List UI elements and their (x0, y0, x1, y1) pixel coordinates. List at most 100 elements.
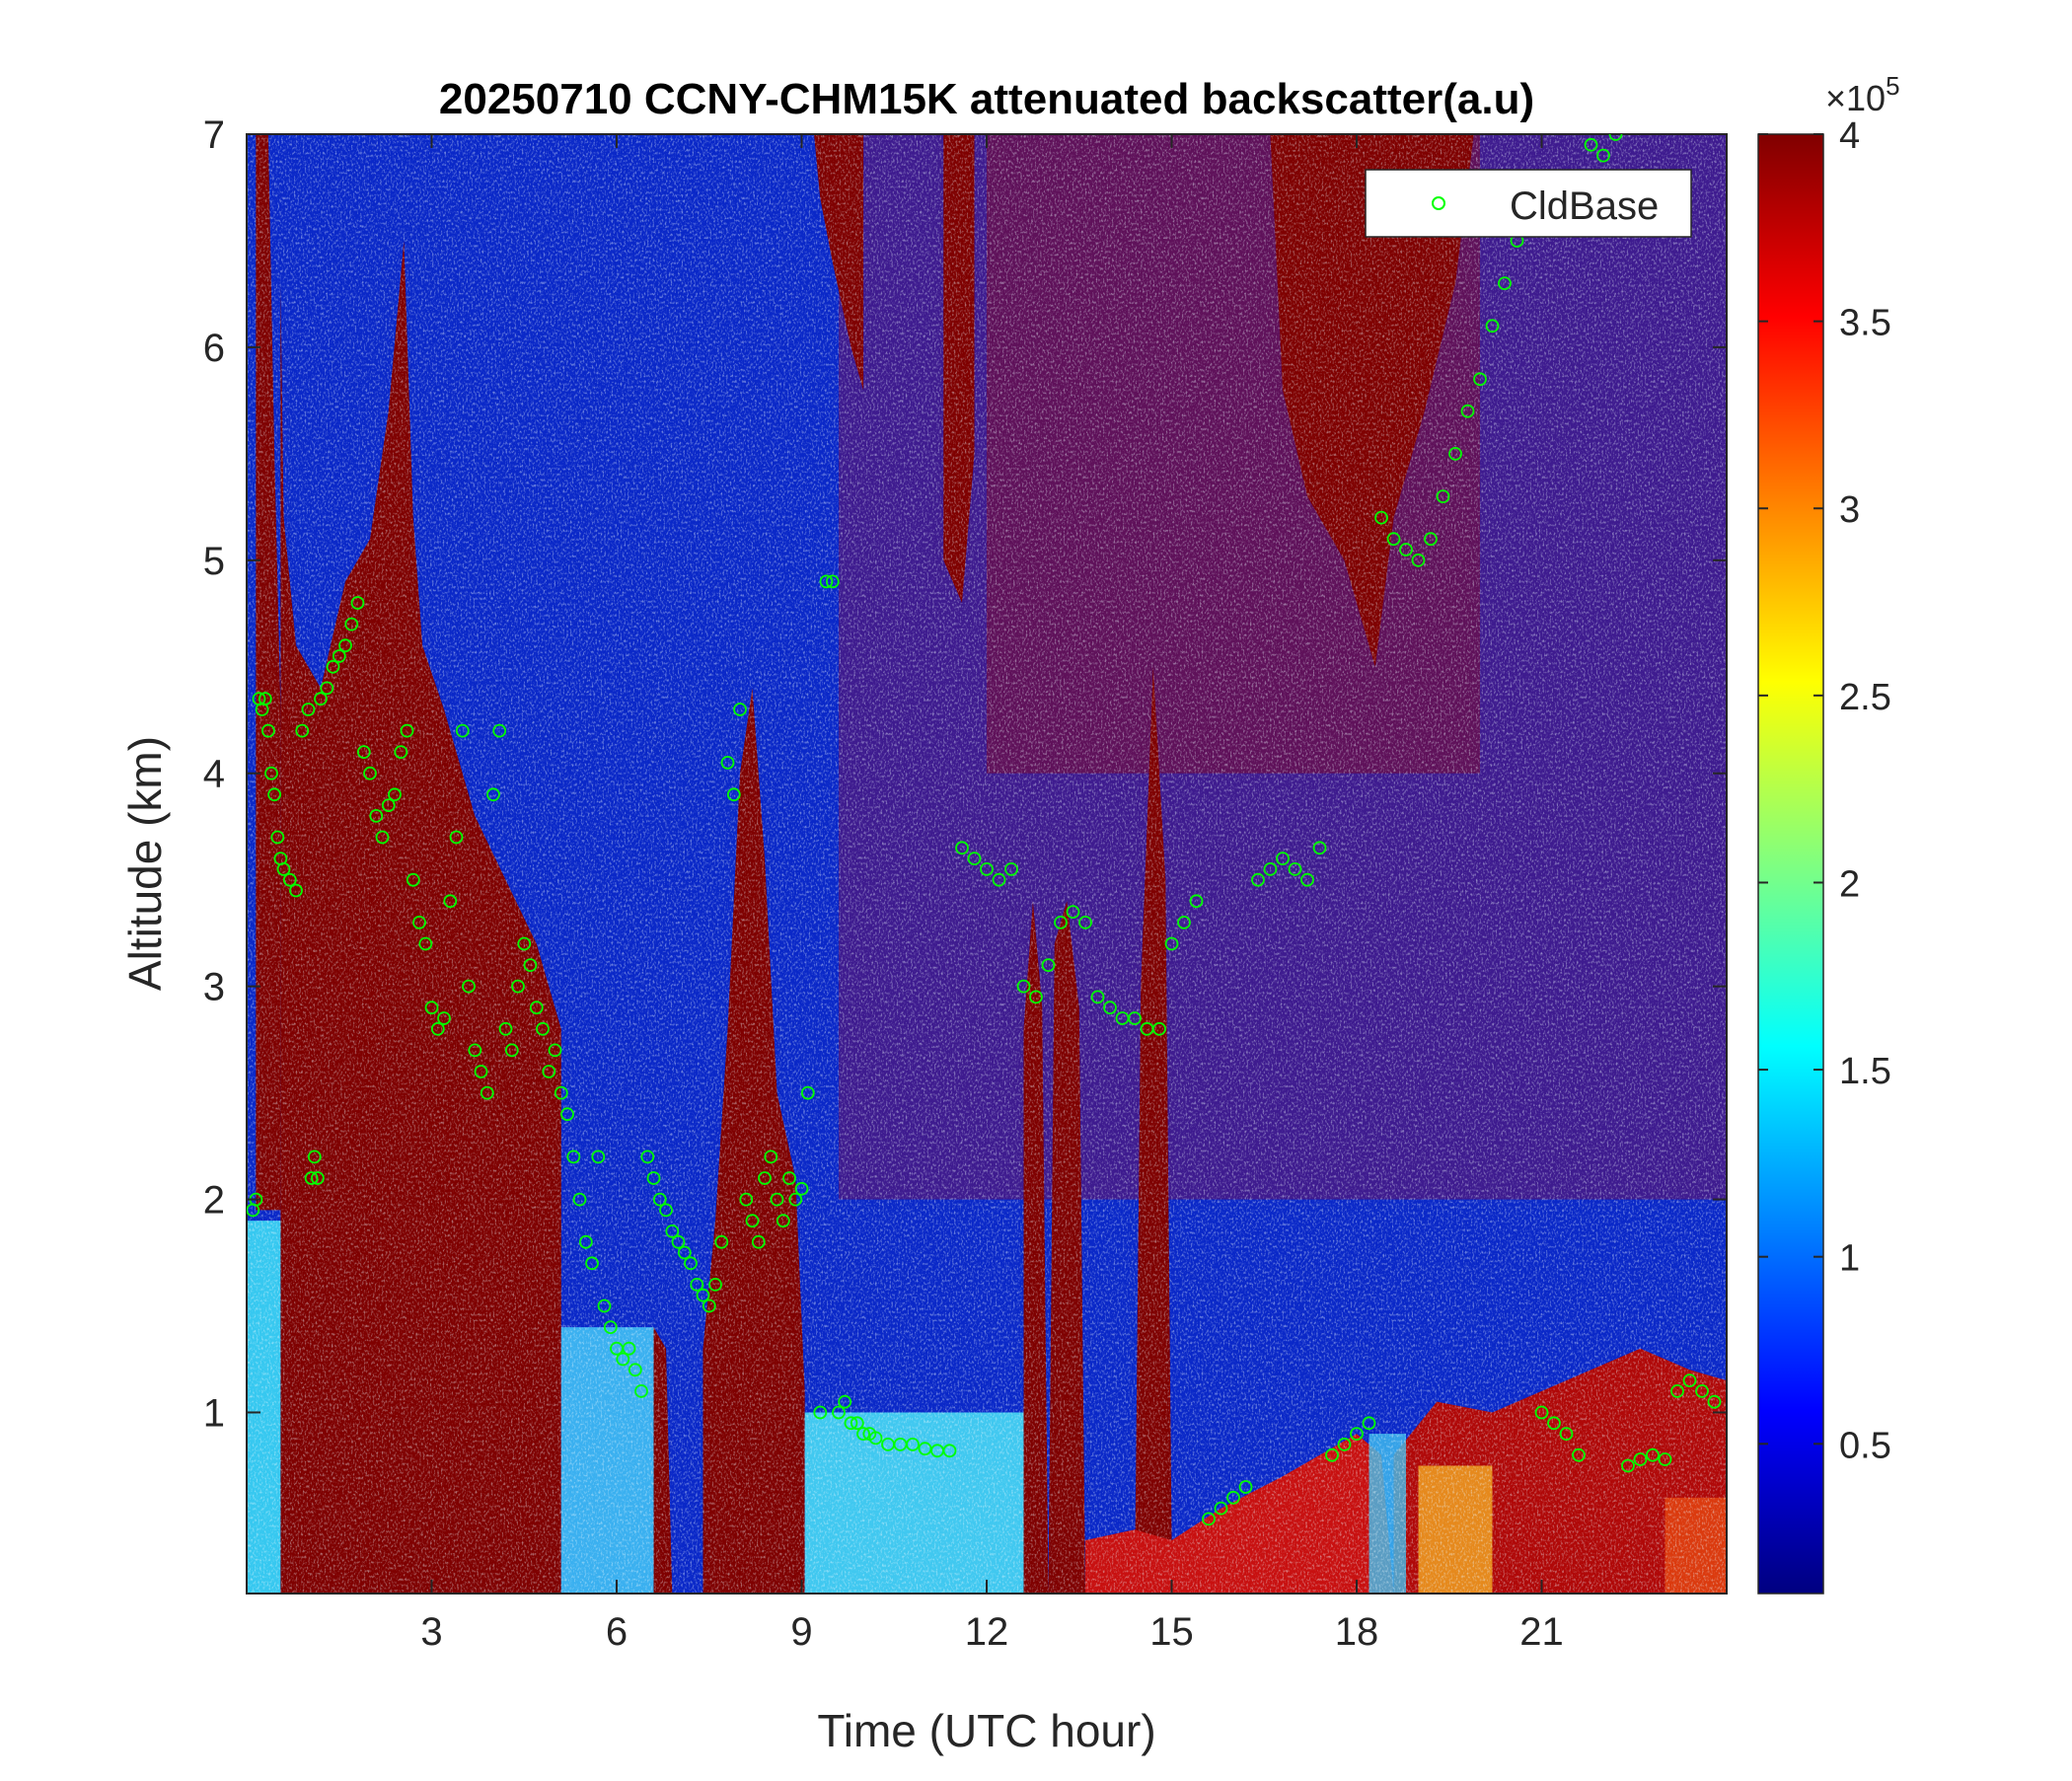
cloud-base-marker (572, 1192, 587, 1207)
cloud-base-marker (782, 1171, 796, 1185)
cloud-base-marker (1128, 1011, 1142, 1025)
cloud-base-marker (375, 830, 390, 845)
cloud-base-marker (819, 574, 834, 589)
cloud-base-marker (486, 787, 500, 802)
cloud-base-marker (468, 1043, 482, 1058)
cloud-base-marker (363, 766, 377, 780)
cloud-base-marker (684, 1256, 698, 1271)
cloud-base-marker (1695, 1384, 1709, 1398)
legend: CldBase (1365, 169, 1692, 238)
colorbar-multiplier: ×105 (1825, 71, 1900, 118)
cloud-base-marker (955, 841, 969, 855)
cloud-base-marker (1288, 862, 1302, 876)
cloud-base-marker (1485, 319, 1500, 334)
cloud-base-marker (258, 692, 272, 706)
cloud-base-marker (566, 1150, 581, 1164)
cloud-base-marker (677, 1245, 692, 1260)
colorbar-ticks: 0.5 1 1.5 2 2.5 3 3.5 4 (1758, 115, 1891, 1466)
cloud-base-marker (1276, 852, 1290, 865)
colorbar-tick-label: 4 (1839, 115, 1860, 157)
cloud-base-marker (267, 787, 282, 802)
cloud-base-marker (1473, 372, 1487, 387)
x-tick-label: 6 (606, 1610, 628, 1654)
cloud-base-marker (838, 1394, 852, 1409)
colorbar-multiplier-prefix: ×10 (1825, 78, 1886, 118)
cloud-base-marker (1251, 872, 1265, 887)
cloud-base-marker (1078, 916, 1092, 929)
cloud-base-marker (708, 1278, 722, 1292)
cloud-base-marker (1559, 1427, 1574, 1441)
cloud-base-marker (1103, 1001, 1117, 1015)
cloud-base-marker (758, 1171, 772, 1185)
colorbar-gradient (1757, 133, 1824, 1595)
cloud-base-marker (652, 1192, 667, 1207)
cloud-base-marker (1596, 148, 1610, 163)
x-tick-label: 18 (1335, 1610, 1379, 1654)
cloud-base-marker (794, 1181, 809, 1196)
cloud-base-marker (424, 1001, 439, 1015)
cloud-base-marker (320, 681, 334, 696)
cloud-base-marker (1633, 1452, 1648, 1466)
cloud-base-marker (1238, 1480, 1253, 1494)
cloud-base-marker (856, 1427, 870, 1441)
cloud-base-marker (1362, 1416, 1376, 1431)
cloud-base-marker (1041, 958, 1056, 972)
cloud-base-marker (702, 1299, 716, 1313)
cloud-base-marker (344, 617, 359, 631)
cloud-base-marker (529, 1001, 544, 1015)
cloud-base-marker (1004, 862, 1018, 876)
cloud-base-marker (1312, 841, 1327, 855)
y-tick-label: 6 (203, 327, 225, 370)
cloud-base-marker (295, 723, 310, 738)
cloud-base-marker (276, 862, 291, 876)
cloud-base-marker (745, 1214, 760, 1228)
cloud-base-marker (1424, 532, 1438, 547)
colorbar-tick-label: 3.5 (1839, 303, 1891, 344)
cloud-base-marker (788, 1192, 803, 1207)
cloud-base-marker (554, 1085, 568, 1100)
cloud-base-marker (504, 1043, 519, 1058)
x-axis-label: Time (UTC hour) (817, 1705, 1155, 1756)
cloud-base-marker (603, 1320, 618, 1334)
cloud-base-marker (310, 1171, 325, 1185)
cloud-base-marker (628, 1363, 642, 1377)
cloud-base-marker (437, 1011, 451, 1025)
cloud-base-marker (825, 574, 840, 589)
cloud-base-marker (1066, 905, 1080, 919)
cloud-base-marker (1448, 446, 1462, 461)
cloud-base-marker (462, 979, 476, 994)
cloud-base-marker (1658, 1452, 1672, 1466)
cloud-base-marker (289, 883, 303, 898)
cloud-base-marker (646, 1171, 661, 1185)
cloud-base-marker (260, 723, 275, 738)
cloud-base-marker (338, 638, 352, 653)
cloud-base-marker (832, 1405, 846, 1420)
y-axis-label: Altitude (km) (119, 736, 171, 991)
colorbar-tick-label: 1 (1839, 1238, 1860, 1280)
cloud-base-marker (776, 1214, 790, 1228)
cloud-base-marker (1226, 1490, 1240, 1505)
cloud-base-marker (511, 979, 525, 994)
cloud-base-marker (714, 1234, 729, 1249)
cloud-base-marker (455, 723, 470, 738)
legend-marker-icon (1432, 196, 1445, 210)
cloud-base-marker (492, 723, 507, 738)
cloud-base-marker (597, 1299, 612, 1313)
cloud-base-marker (726, 787, 741, 802)
x-axis: 3 6 9 12 15 18 21 (420, 134, 1564, 1654)
cloud-base-marker (578, 1234, 593, 1249)
y-tick-label: 1 (203, 1391, 225, 1435)
cloud-base-marker (1682, 1373, 1697, 1387)
cloud-base-marker (585, 1256, 599, 1271)
cloud-base-marker (474, 1065, 488, 1078)
colorbar-tick-label: 0.5 (1839, 1425, 1891, 1466)
cloud-base-marker (1325, 1447, 1339, 1462)
cloud-base-marker (967, 852, 982, 865)
cloud-base-marker (739, 1192, 754, 1207)
cloud-base-marker (671, 1234, 686, 1249)
cloud-base-marker (304, 1171, 319, 1185)
cloud-base-marker (498, 1021, 513, 1036)
cloud-base-marker (1090, 990, 1105, 1004)
cloud-base-marker (850, 1416, 864, 1431)
cloud-base-marker (517, 936, 532, 951)
